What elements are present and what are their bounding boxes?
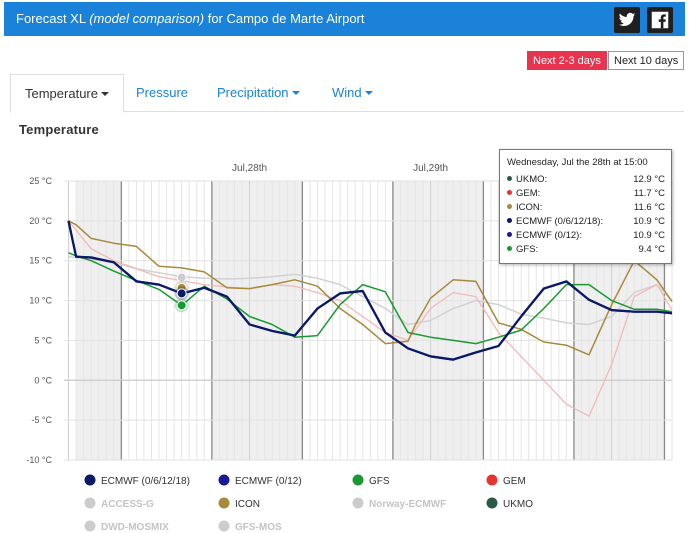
next-2-3-days-button[interactable]: Next 2-3 days bbox=[527, 51, 607, 70]
tab-precipitation-label: Precipitation bbox=[217, 85, 289, 100]
legend-marker bbox=[84, 474, 96, 486]
legend-label: ACCESS-G bbox=[101, 499, 154, 510]
legend-marker bbox=[84, 497, 96, 509]
chevron-down-icon bbox=[100, 92, 109, 96]
twitter-share-button[interactable] bbox=[614, 7, 640, 33]
tooltip-label: ICON: bbox=[516, 202, 543, 213]
tooltip-label: ECMWF (0/12): bbox=[516, 230, 582, 241]
tooltip-row: ECMWF (0/12): 10.9 °C bbox=[507, 230, 667, 243]
y-tick-label: 5 °C bbox=[34, 335, 52, 345]
tooltip-value: 10.9 °C bbox=[633, 230, 665, 241]
tooltip-value: 11.7 °C bbox=[633, 188, 665, 199]
y-tick-label: 0 °C bbox=[34, 375, 52, 385]
legend-marker bbox=[486, 474, 498, 486]
series-line bbox=[68, 220, 673, 356]
tooltip-row: ECMWF (0/6/12/18): 10.9 °C bbox=[507, 216, 667, 229]
tooltip-value: 12.9 °C bbox=[633, 174, 665, 185]
tooltip-label: UKMO: bbox=[516, 174, 548, 185]
chevron-down-icon bbox=[364, 91, 373, 95]
y-tick-label: 10 °C bbox=[29, 296, 52, 306]
series-line bbox=[67, 220, 673, 361]
series-dot-icon bbox=[507, 246, 512, 251]
highlight-marker bbox=[176, 300, 187, 311]
series-dot-icon bbox=[507, 204, 512, 209]
legend-label: ICON bbox=[235, 499, 260, 510]
series-line bbox=[67, 220, 673, 417]
title-prefix: Forecast XL bbox=[16, 11, 90, 26]
title-italic: (model comparison) bbox=[89, 11, 205, 26]
tooltip-row: GEM: 11.7 °C bbox=[507, 188, 667, 201]
section-title: Temperature bbox=[19, 122, 99, 137]
legend-label: ECMWF (0/6/12/18) bbox=[101, 476, 190, 487]
page-header: Forecast XL (model comparison) for Campo… bbox=[4, 2, 685, 36]
day-label: Jul,28th bbox=[232, 163, 267, 174]
legend-label: GFS bbox=[369, 476, 390, 487]
legend-marker bbox=[84, 520, 96, 532]
series-dot-icon bbox=[507, 218, 512, 223]
tooltip-label: ECMWF (0/6/12/18): bbox=[516, 216, 604, 227]
tooltip-label: GEM: bbox=[516, 188, 541, 199]
tooltip-row: GFS: 9.4 °C bbox=[507, 244, 667, 257]
tooltip-row: UKMO: 12.9 °C bbox=[507, 174, 667, 187]
tooltip-label: GFS: bbox=[516, 244, 539, 255]
tab-temperature[interactable]: Temperature bbox=[10, 74, 124, 113]
tab-precipitation[interactable]: Precipitation bbox=[217, 74, 300, 112]
page-title: Forecast XL (model comparison) for Campo… bbox=[16, 11, 365, 26]
chart-tooltip: Wednesday, Jul the 28th at 15:00 UKMO: 12… bbox=[499, 149, 672, 264]
title-suffix: for Campo de Marte Airport bbox=[204, 11, 365, 26]
legend-marker bbox=[486, 497, 498, 509]
series-dot-icon bbox=[507, 176, 512, 181]
tooltip-row: ICON: 11.6 °C bbox=[507, 202, 667, 215]
legend-label: GFS-MOS bbox=[235, 522, 282, 533]
tooltip-value: 10.9 °C bbox=[633, 216, 665, 227]
tab-pressure[interactable]: Pressure bbox=[136, 74, 188, 112]
series-dot-icon bbox=[507, 232, 512, 237]
legend-marker bbox=[218, 497, 230, 509]
y-tick-label: 15 °C bbox=[29, 256, 52, 266]
day-label: Jul,29th bbox=[413, 163, 448, 174]
series-line bbox=[68, 255, 673, 326]
tab-temperature-label: Temperature bbox=[25, 86, 98, 101]
legend-marker bbox=[352, 474, 364, 486]
facebook-share-button[interactable] bbox=[647, 7, 673, 33]
legend-label: ECMWF (0/12) bbox=[235, 476, 302, 487]
highlight-marker bbox=[176, 272, 187, 283]
y-tick-label: -10 °C bbox=[26, 455, 52, 465]
legend-label: DWD-MOSMIX bbox=[101, 522, 169, 533]
legend-marker bbox=[218, 474, 230, 486]
facebook-icon bbox=[651, 11, 669, 29]
tab-pressure-label: Pressure bbox=[136, 85, 189, 100]
series-dot-icon bbox=[507, 190, 512, 195]
y-tick-label: 20 °C bbox=[29, 216, 52, 226]
chart-tabs: Temperature Pressure Precipitation Wind bbox=[10, 74, 684, 113]
series-line bbox=[68, 252, 673, 345]
legend-marker bbox=[352, 497, 364, 509]
highlight-marker bbox=[176, 288, 187, 299]
tooltip-value: 11.6 °C bbox=[633, 202, 665, 213]
tooltip-header: Wednesday, Jul the 28th at 15:00 bbox=[507, 157, 648, 168]
next-10-days-button[interactable]: Next 10 days bbox=[608, 51, 685, 70]
tab-wind-label: Wind bbox=[332, 85, 362, 100]
chevron-down-icon bbox=[291, 91, 300, 95]
legend-label: UKMO bbox=[503, 499, 533, 510]
legend-label: Norway-ECMWF bbox=[369, 499, 446, 510]
twitter-icon bbox=[618, 12, 636, 27]
tab-wind[interactable]: Wind bbox=[332, 74, 373, 112]
tooltip-value: 9.4 °C bbox=[638, 244, 665, 255]
y-tick-label: 25 °C bbox=[29, 176, 52, 186]
legend-marker bbox=[218, 520, 230, 532]
y-tick-label: -5 °C bbox=[31, 415, 52, 425]
legend-label: GEM bbox=[503, 476, 526, 487]
